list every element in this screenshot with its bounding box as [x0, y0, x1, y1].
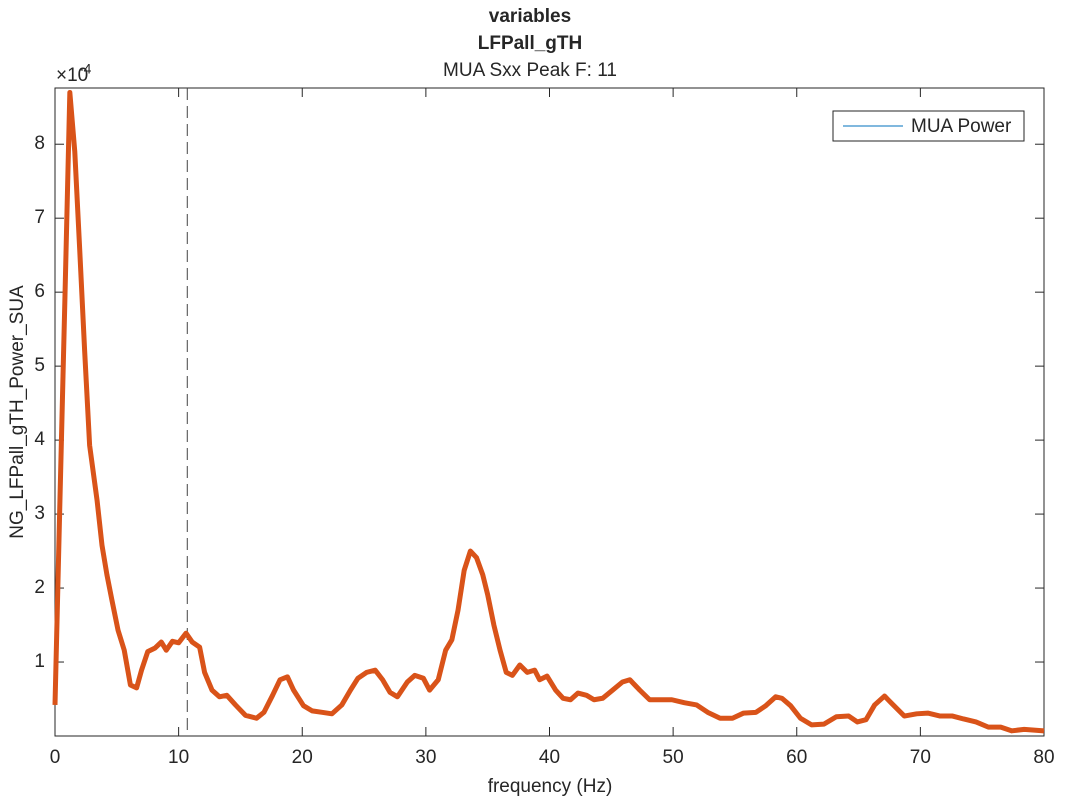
y-axis-label: NG_LFPall_gTH_Power_SUA: [7, 285, 28, 539]
x-tick-label: 40: [539, 747, 560, 768]
x-tick-label: 0: [50, 747, 61, 768]
chart-subtitle: MUA Sxx Peak F: 11: [443, 60, 617, 81]
x-tick-label: 20: [292, 747, 313, 768]
plot-area: [54, 87, 1045, 737]
y-exponent: -4: [79, 61, 92, 77]
y-tick-label: 4: [34, 429, 45, 450]
y-tick-label: 5: [34, 355, 45, 376]
y-tick-label: 2: [34, 577, 45, 598]
y-exponent-base: ×10: [56, 65, 88, 86]
x-tick-label: 30: [415, 747, 436, 768]
legend-label: MUA Power: [911, 116, 1012, 137]
line: [52, 89, 1045, 734]
y-tick-label: 1: [34, 651, 45, 672]
y-tick-label: 8: [34, 133, 45, 154]
chart-title: variables: [489, 6, 571, 27]
x-tick-label: 70: [910, 747, 931, 768]
x-tick-label: 60: [786, 747, 807, 768]
x-tick-label: 50: [663, 747, 684, 768]
chart-subtitle: LFPall_gTH: [478, 33, 583, 54]
y-tick-label: 6: [34, 281, 45, 302]
x-tick-label: 80: [1033, 747, 1054, 768]
x-tick-label: 10: [168, 747, 189, 768]
x-axis-label: frequency (Hz): [488, 776, 613, 797]
y-tick-label: 3: [34, 503, 45, 524]
y-tick-label: 7: [34, 207, 45, 228]
